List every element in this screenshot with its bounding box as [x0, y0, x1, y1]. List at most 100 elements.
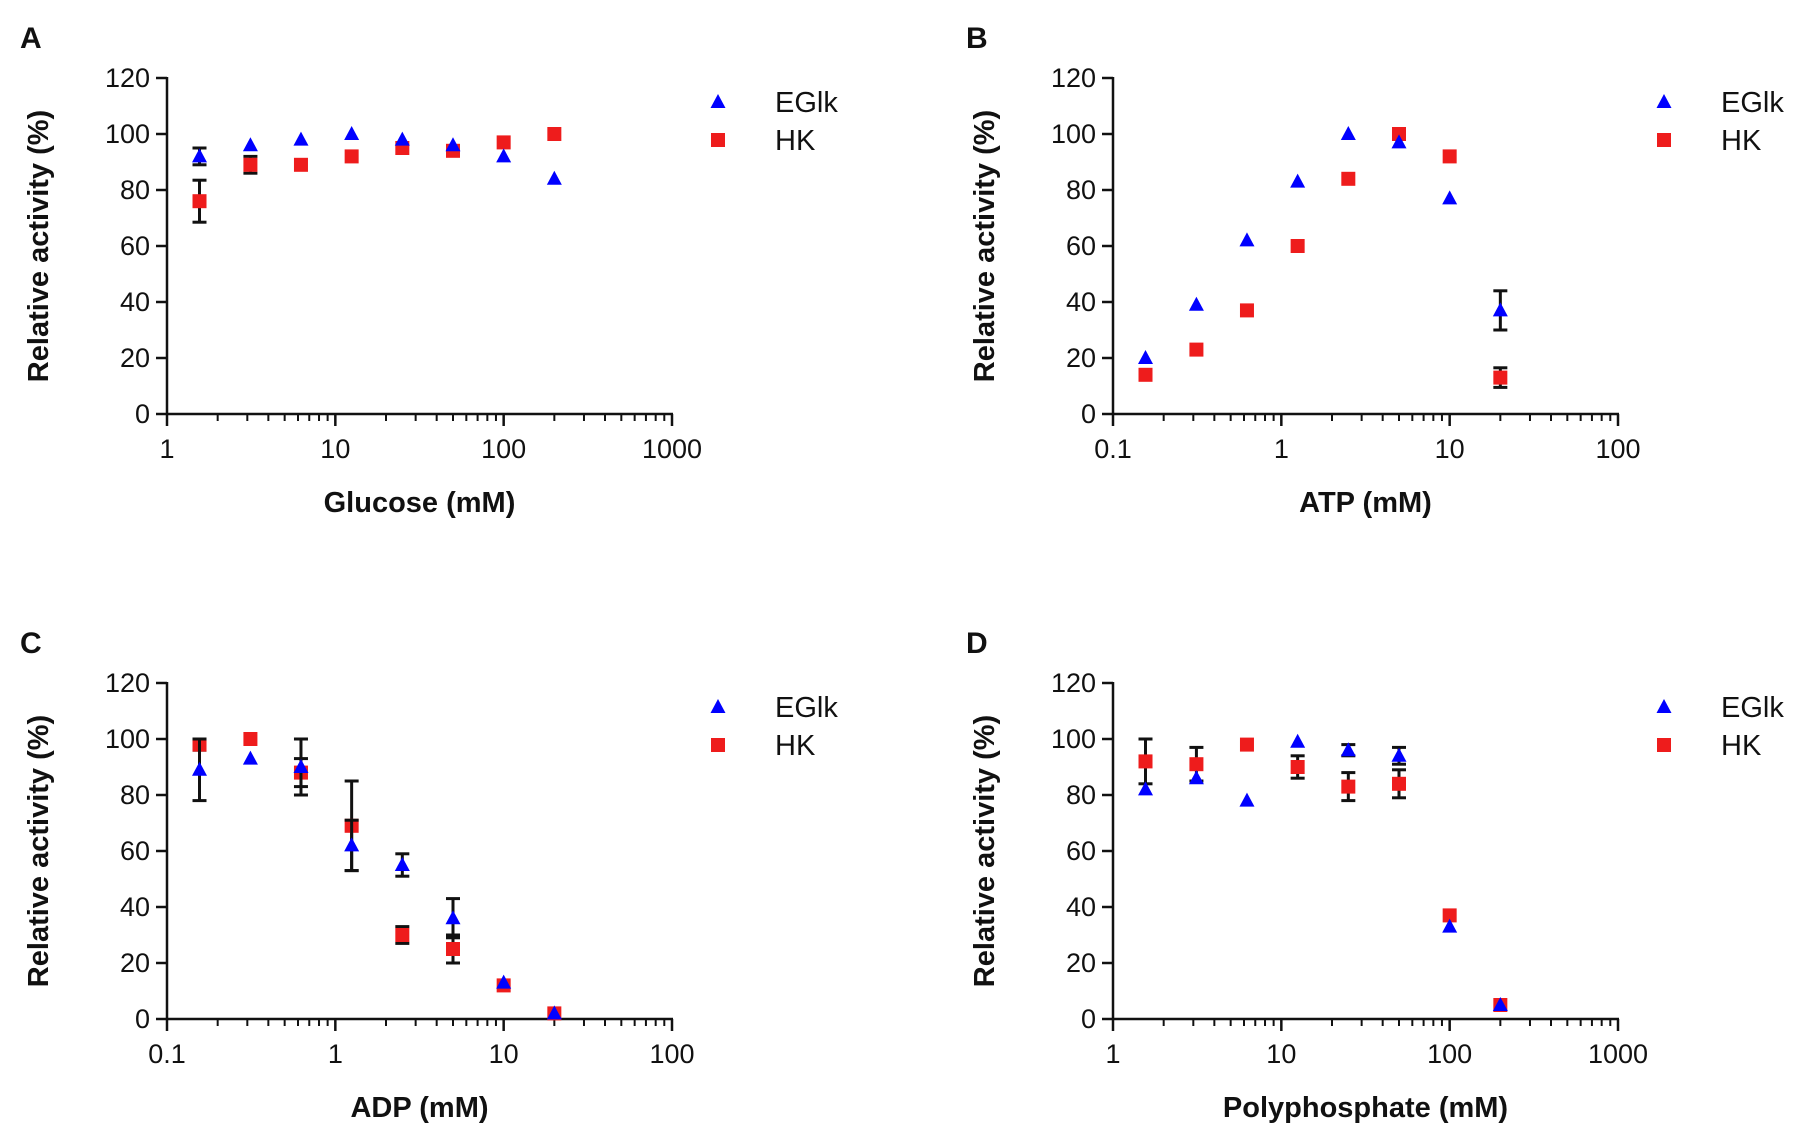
data-point-eglk — [445, 910, 461, 925]
series-eglk — [192, 126, 562, 185]
y-tick-label: 120 — [105, 668, 150, 698]
y-tick-label: 40 — [120, 892, 150, 922]
data-point-eglk — [293, 759, 309, 773]
data-point-eglk — [1138, 781, 1154, 796]
data-point-eglk — [394, 857, 410, 871]
data-point-eglk — [496, 148, 512, 163]
data-point-eglk — [546, 170, 562, 185]
data-point-hk — [1138, 367, 1153, 382]
data-point-hk — [1189, 342, 1204, 357]
data-point-eglk — [394, 131, 410, 146]
y-tick-label: 20 — [1066, 343, 1096, 373]
y-tick-label: 100 — [1051, 724, 1096, 754]
data-point-hk — [1138, 754, 1153, 769]
x-tick-label: 1000 — [642, 434, 702, 464]
data-point-hk — [192, 194, 207, 209]
data-point-hk — [293, 157, 308, 172]
x-tick-label: 0.1 — [148, 1039, 186, 1069]
data-point-hk — [1189, 757, 1204, 772]
data-point-hk — [445, 942, 460, 956]
legend-marker-eglk — [710, 94, 726, 108]
legend-label-eglk: EGlk — [775, 87, 838, 119]
y-tick-label: 80 — [120, 175, 150, 205]
data-point-eglk — [1188, 770, 1204, 785]
x-tick-label: 100 — [481, 434, 526, 464]
y-tick-label: 40 — [120, 287, 150, 317]
y-tick-label: 20 — [1066, 948, 1096, 978]
legend-label-hk: HK — [1721, 730, 1762, 762]
data-point-hk — [547, 127, 562, 141]
y-tick-label: 40 — [1066, 892, 1096, 922]
x-tick-label: 10 — [489, 1039, 519, 1069]
x-tick-label: 0.1 — [1094, 434, 1132, 464]
series-hk — [192, 127, 562, 224]
legend-marker-eglk — [710, 699, 726, 713]
data-point-eglk — [1340, 126, 1356, 140]
x-axis-title: Glucose (mM) — [324, 487, 516, 519]
series-hk — [1138, 127, 1508, 389]
y-axis-title: Relative activity (%) — [969, 110, 1001, 382]
x-axis-title: ADP (mM) — [350, 1092, 488, 1124]
y-axis-title: Relative activity (%) — [23, 715, 55, 987]
x-tick-label: 1 — [1274, 434, 1289, 464]
data-point-eglk — [192, 761, 208, 776]
y-tick-label: 0 — [135, 399, 150, 429]
data-point-eglk — [344, 837, 360, 852]
y-tick-label: 60 — [120, 231, 150, 261]
y-tick-label: 80 — [120, 780, 150, 810]
y-tick-label: 100 — [105, 724, 150, 754]
series-eglk — [1138, 733, 1508, 1011]
y-tick-label: 120 — [1051, 668, 1096, 698]
y-tick-label: 100 — [105, 119, 150, 149]
series-eglk — [1138, 126, 1508, 364]
data-point-eglk — [1492, 302, 1508, 317]
data-point-eglk — [242, 750, 258, 765]
data-point-hk — [344, 149, 359, 164]
panel-letter: D — [966, 627, 988, 660]
data-point-hk — [1442, 149, 1457, 164]
x-tick-label: 100 — [1427, 1039, 1472, 1069]
data-point-eglk — [1340, 742, 1356, 757]
data-point-eglk — [1188, 296, 1204, 311]
legend-label-eglk: EGlk — [1721, 692, 1784, 724]
y-tick-label: 0 — [1081, 399, 1096, 429]
data-point-hk — [243, 157, 258, 172]
y-tick-label: 100 — [1051, 119, 1096, 149]
data-point-hk — [496, 135, 511, 150]
data-point-hk — [1391, 776, 1406, 791]
x-axis-title: ATP (mM) — [1299, 487, 1432, 519]
data-point-eglk — [1239, 232, 1255, 247]
series-eglk — [192, 737, 562, 1020]
data-point-hk — [1442, 908, 1457, 923]
x-tick-label: 1000 — [1588, 1039, 1648, 1069]
data-point-eglk — [1239, 792, 1255, 807]
y-tick-label: 60 — [120, 836, 150, 866]
data-point-eglk — [344, 126, 360, 140]
x-tick-label: 100 — [1595, 434, 1640, 464]
legend-label-eglk: EGlk — [1721, 87, 1784, 119]
x-tick-label: 10 — [320, 434, 350, 464]
data-point-eglk — [496, 974, 512, 989]
y-tick-label: 120 — [1051, 63, 1096, 93]
data-point-eglk — [1492, 997, 1508, 1011]
data-point-eglk — [192, 148, 208, 163]
legend-marker-hk — [1657, 738, 1671, 752]
data-point-hk — [1290, 760, 1305, 774]
y-tick-label: 0 — [1081, 1004, 1096, 1034]
x-tick-label: 100 — [649, 1039, 694, 1069]
data-point-eglk — [1391, 134, 1407, 149]
y-tick-label: 20 — [120, 948, 150, 978]
legend-marker-hk — [1657, 133, 1671, 147]
y-tick-label: 120 — [105, 63, 150, 93]
data-point-hk — [243, 732, 258, 746]
panel-c: C 0 20 40 60 80 100 120 0.1 1 10 100 ADP (mM) Relativ… — [20, 627, 838, 1124]
legend-label-hk: HK — [775, 125, 816, 157]
y-axis-title: Relative activity (%) — [969, 715, 1001, 987]
legend-marker-hk — [711, 133, 725, 147]
legend-marker-eglk — [1656, 699, 1672, 713]
panel-letter: C — [20, 627, 42, 660]
legend-label-eglk: EGlk — [775, 692, 838, 724]
